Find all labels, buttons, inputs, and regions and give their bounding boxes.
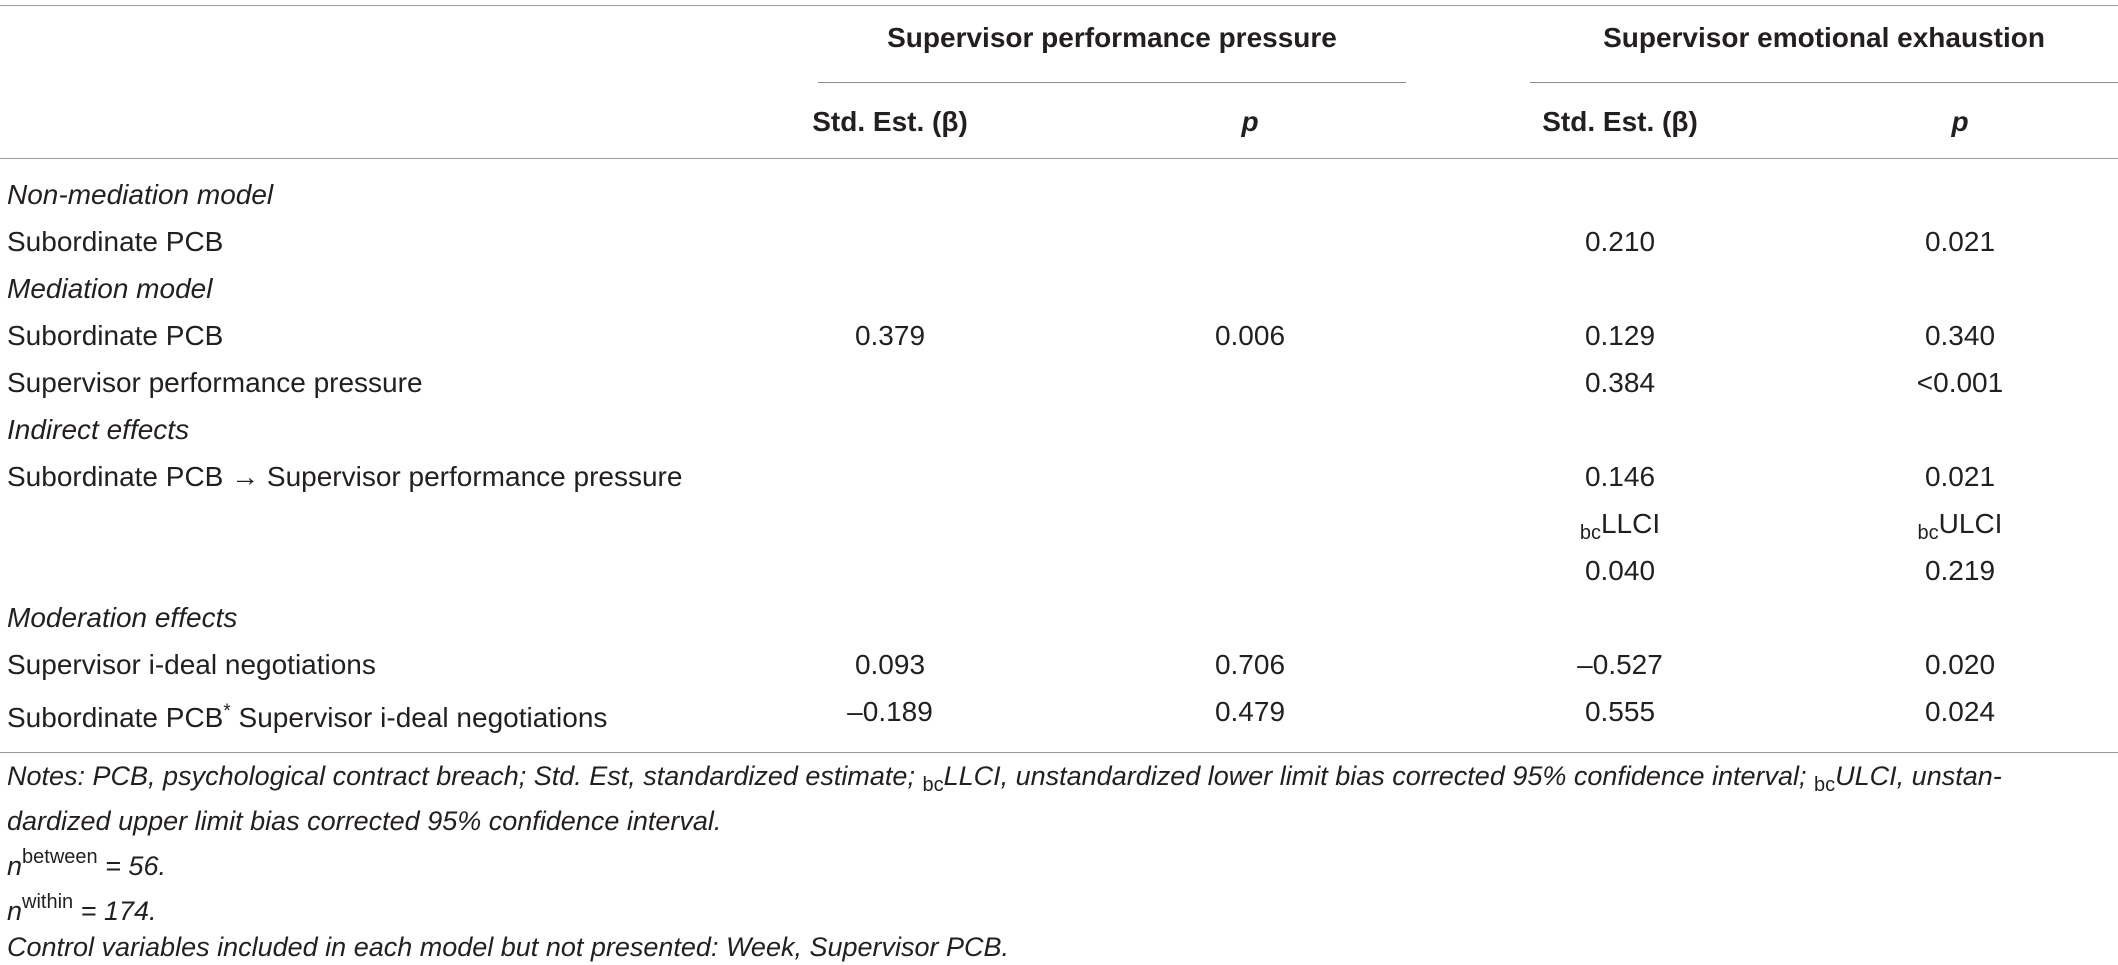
table-notes: Notes: PCB, psychological contract breac…	[7, 758, 2107, 965]
cell-p-exhaustion: 0.021	[1924, 461, 1996, 492]
cell-ci-lower: 0.040	[1584, 555, 1656, 586]
cell-std-est-exhaustion: 0.210	[1584, 226, 1656, 257]
row-label-part2: Supervisor i-deal negotiations	[230, 702, 608, 733]
table-row: Supervisor performance pressure 0.384 <0…	[0, 359, 2118, 406]
row-label: Supervisor performance pressure	[7, 367, 423, 398]
row-label: Subordinate PCB	[7, 320, 224, 351]
n-within-value: = 174.	[73, 896, 157, 926]
ci-upper-subscript: bc	[1917, 522, 1939, 544]
group-rule-left	[818, 82, 1406, 83]
ci-upper-header: bcULCI	[1870, 500, 2050, 557]
ci-lower-header: bcLLCI	[1510, 500, 1730, 557]
cell-std-est-exhaustion: 0.129	[1584, 320, 1656, 351]
cell-std-est-pressure: 0.093	[854, 649, 926, 680]
n-between-superscript: between	[22, 846, 98, 868]
col-header-p-2: p	[1951, 106, 1969, 137]
table-row-ci-header: bcLLCI bcULCI	[0, 500, 2118, 547]
top-rule	[0, 5, 2118, 6]
notes-text: Notes: PCB, psychological contract breac…	[7, 761, 923, 791]
notes-subscript-bc: bc	[922, 774, 944, 796]
row-label: Supervisor i-deal negotiations	[7, 649, 376, 680]
header-bottom-rule	[0, 158, 2118, 159]
interaction-asterisk: *	[223, 701, 231, 722]
group-header-performance-pressure: Supervisor performance pressure	[887, 22, 1337, 53]
col-header-p-1: p	[1241, 106, 1259, 137]
cell-ci-upper: 0.219	[1924, 555, 1996, 586]
section-label: Indirect effects	[7, 414, 190, 445]
cell-p-exhaustion: 0.024	[1924, 696, 1996, 727]
cell-p-exhaustion: 0.020	[1924, 649, 1996, 680]
cell-std-est-exhaustion: 0.555	[1584, 696, 1656, 727]
notes-controls: Control variables included in each model…	[7, 932, 1010, 962]
n-symbol: n	[7, 851, 23, 881]
n-symbol: n	[7, 896, 23, 926]
cell-p-exhaustion: 0.021	[1924, 226, 1996, 257]
table-row: Subordinate PCB 0.379 0.006 0.129 0.340	[0, 312, 2118, 359]
col-header-std-est-2: Std. Est. (β)	[1542, 106, 1698, 137]
group-header-emotional-exhaustion: Supervisor emotional exhaustion	[1603, 22, 2045, 53]
group-rule-right	[1530, 82, 2118, 83]
section-label: Moderation effects	[7, 602, 238, 633]
table-row: Supervisor i-deal negotiations 0.093 0.7…	[0, 641, 2118, 688]
ci-lower-label: LLCI	[1600, 508, 1661, 539]
cell-std-est-exhaustion: –0.527	[1577, 649, 1663, 680]
table-row: Subordinate PCB → Supervisor performance…	[0, 453, 2118, 500]
table-row-section: Non-mediation model	[0, 171, 2118, 218]
notes-text: LLCI, unstandardized lower limit bias co…	[943, 761, 1815, 791]
table-row-section: Mediation model	[0, 265, 2118, 312]
section-label: Non-mediation model	[7, 179, 274, 210]
cell-std-est-exhaustion: 0.146	[1584, 461, 1656, 492]
cell-p-pressure: 0.706	[1214, 649, 1286, 680]
row-label-part1: Subordinate PCB	[7, 702, 224, 733]
table-row-ci-values: 0.040 0.219	[0, 547, 2118, 594]
cell-std-est-exhaustion: 0.384	[1584, 367, 1656, 398]
col-header-std-est-1: Std. Est. (β)	[812, 106, 968, 137]
cell-p-pressure: 0.479	[1214, 696, 1286, 727]
notes-line-1: Notes: PCB, psychological contract breac…	[7, 758, 2107, 803]
notes-text: ULCI, unstan-	[1835, 761, 2002, 791]
notes-line-2: dardized upper limit bias corrected 95% …	[7, 806, 722, 836]
table-row: Subordinate PCB 0.210 0.021	[0, 218, 2118, 265]
row-label: Subordinate PCB → Supervisor performance…	[7, 461, 683, 492]
row-label: Subordinate PCB	[7, 226, 224, 257]
table-row-section: Indirect effects	[0, 406, 2118, 453]
cell-std-est-pressure: –0.189	[847, 696, 933, 727]
table-row: Subordinate PCB* Supervisor i-deal negot…	[0, 688, 2118, 735]
ci-upper-label: ULCI	[1938, 508, 2003, 539]
notes-n-within: nwithin = 174.	[7, 884, 2107, 929]
cell-std-est-pressure: 0.379	[854, 320, 926, 351]
notes-n-between: nbetween = 56.	[7, 839, 2107, 884]
n-within-superscript: within	[22, 891, 74, 913]
ci-lower-subscript: bc	[1579, 522, 1601, 544]
cell-p-pressure: 0.006	[1214, 320, 1286, 351]
cell-p-exhaustion: 0.340	[1924, 320, 1996, 351]
table-bottom-rule	[0, 752, 2118, 753]
notes-subscript-bc: bc	[1814, 774, 1836, 796]
row-label: Subordinate PCB* Supervisor i-deal negot…	[7, 688, 607, 741]
cell-p-exhaustion: <0.001	[1916, 367, 2004, 398]
table-row-section: Moderation effects	[0, 594, 2118, 641]
n-between-value: = 56.	[97, 851, 166, 881]
section-label: Mediation model	[7, 273, 213, 304]
